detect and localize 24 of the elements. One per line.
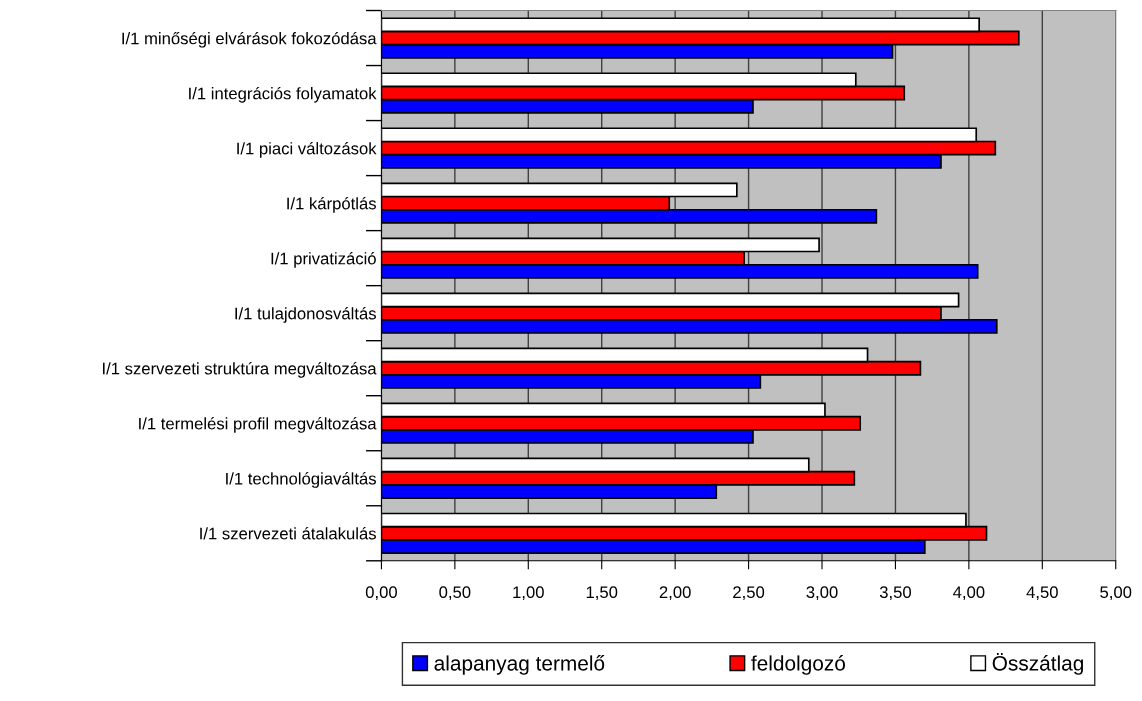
x-tick-label: 3,00 <box>806 586 838 601</box>
x-tick-label: 2,50 <box>733 586 765 601</box>
x-tick-label: 1,00 <box>513 586 544 601</box>
y-tick-label: I/1 termelési profil megváltozása <box>139 417 377 433</box>
x-tick-label: 4,50 <box>1026 586 1058 601</box>
y-tick-label: I/1 privatizáció <box>271 252 376 268</box>
x-tick-label: 4,00 <box>953 586 985 601</box>
y-tick-label: I/1 integrációs folyamatok <box>189 86 377 103</box>
y-tick-label: I/1 tulajdonosváltás <box>235 307 376 323</box>
x-tick-label: 0,00 <box>365 586 397 601</box>
x-tick-label: 1,50 <box>586 586 618 601</box>
legend-label: Összátlag <box>992 653 1083 675</box>
x-tick-label: 2,00 <box>659 586 691 601</box>
y-tick-label: I/1 technológiaváltás <box>226 472 376 488</box>
y-tick-label: I/1 piaci változások <box>237 141 377 158</box>
y-tick-label: I/1 szervezeti struktúra megváltozása <box>103 362 377 378</box>
legend-label: alapanyag termelő <box>434 655 605 675</box>
legend-label: feldolgozó <box>751 655 845 675</box>
y-tick-label: I/1 minőségi elvárások fokozódása <box>122 31 377 48</box>
x-tick-label: 0,50 <box>439 586 471 601</box>
x-tick-label: 3,50 <box>879 586 912 601</box>
y-tick-label: I/1 kárpótlás <box>287 196 376 213</box>
x-tick-label: 5,00 <box>1100 586 1132 601</box>
y-tick-label: I/1 szervezeti átalakulás <box>200 527 376 540</box>
